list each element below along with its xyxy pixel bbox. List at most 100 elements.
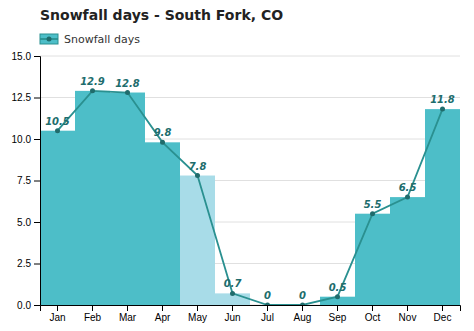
tick-mark [34,98,40,99]
tick-mark [337,305,338,311]
chart: Snowfall days - South Fork, CO10.512.912… [0,0,474,331]
data-label: 10.5 [45,116,70,127]
tick: Feb [84,305,102,323]
marker [125,90,130,95]
bar [110,93,145,305]
tick: Sep [329,305,347,323]
marker [230,291,235,296]
tick: Dec [434,305,452,323]
x-axis: Jan Feb Mar Apr May Jun Jul Aug Sep Oct Nov Dec [41,305,461,323]
tick: 0.0 [17,300,40,311]
tick-label: Oct [365,312,381,323]
marker [195,173,200,178]
grid [40,56,460,305]
marker [300,303,305,306]
tick: Apr [155,305,171,323]
tick-label: Jul [261,312,274,323]
tick-label: Sep [329,312,347,323]
line [58,91,443,305]
marks [40,88,460,305]
tick: Jul [261,305,274,323]
marker [160,140,165,145]
tick-mark [302,305,303,311]
tick-label: Jun [224,312,240,323]
tick: 15.0 [12,51,40,62]
tick: Nov [399,305,417,323]
grid-line [40,56,460,57]
tick-mark [34,139,40,140]
axis-line [41,306,461,312]
bar [145,142,180,305]
tick-mark [267,305,268,311]
tick-label: Dec [434,312,452,323]
bar [40,131,75,305]
tick: 10.0 [12,134,40,145]
tick-mark [34,264,40,265]
tick-label: 0.0 [17,300,31,311]
tick-label: Nov [399,312,417,323]
data-label: 12.8 [115,78,140,89]
tick: Aug [294,305,312,323]
bar [75,91,110,305]
data-label: 9.8 [154,127,172,138]
tick: 2.5 [17,258,40,269]
tick-mark [34,56,40,57]
marker [90,88,95,93]
legend-swatch [40,34,58,44]
tick-mark [197,305,198,311]
data-label: 0.7 [224,278,242,289]
tick-label: 5.0 [17,217,31,228]
tick-label: 15.0 [12,51,32,62]
tick: 5.0 [17,217,40,228]
legend-label: Snowfall days [64,33,140,46]
data-label: 0 [264,290,271,301]
tick-mark [57,305,58,311]
tick: Oct [365,305,381,323]
plot: 10.512.912.89.87.80.7000.55.56.511.8JanF… [12,51,461,323]
tick: Jan [49,305,65,323]
tick-mark [442,305,443,311]
legend: Snowfall days [40,33,140,46]
title: Snowfall days - South Fork, CO [40,7,283,23]
tick-mark [372,305,373,311]
marker [405,195,410,200]
marker [440,107,445,112]
data-labels: 10.512.912.89.87.80.7000.55.56.511.8 [45,76,455,301]
tick-label: Apr [155,312,171,323]
axis-line [34,57,41,306]
bar [355,214,390,305]
tick-label: 10.0 [12,134,32,145]
y-axis: 0.0 2.5 5.0 7.5 10.0 12.5 15.0 [12,51,41,311]
tick-label: Aug [294,312,312,323]
tick-mark [407,305,408,311]
tick: 12.5 [12,92,40,103]
tick-label: Jan [49,312,65,323]
marker [55,128,60,133]
data-label: 0 [299,290,306,301]
tick-label: 2.5 [17,258,31,269]
data-label: 6.5 [399,182,417,193]
data-label: 5.5 [364,199,382,210]
legend-marker [47,37,52,42]
bar [390,197,425,305]
tick-label: Mar [119,312,137,323]
marker [265,303,270,306]
tick-label: 7.5 [17,175,31,186]
data-label: 0.5 [329,282,347,293]
tick-label: May [188,312,207,323]
tick-label: Feb [84,312,102,323]
tick: Mar [119,305,137,323]
tick-mark [127,305,128,311]
marker [335,294,340,299]
data-label: 7.8 [189,161,207,172]
tick-label: 12.5 [12,92,32,103]
tick-mark [232,305,233,311]
tick-mark [34,305,40,306]
tick-mark [34,181,40,182]
bar [180,176,215,305]
data-label: 11.8 [430,94,455,105]
tick: 7.5 [17,175,40,186]
tick: May [188,305,207,323]
tick-mark [162,305,163,311]
tick-mark [34,222,40,223]
